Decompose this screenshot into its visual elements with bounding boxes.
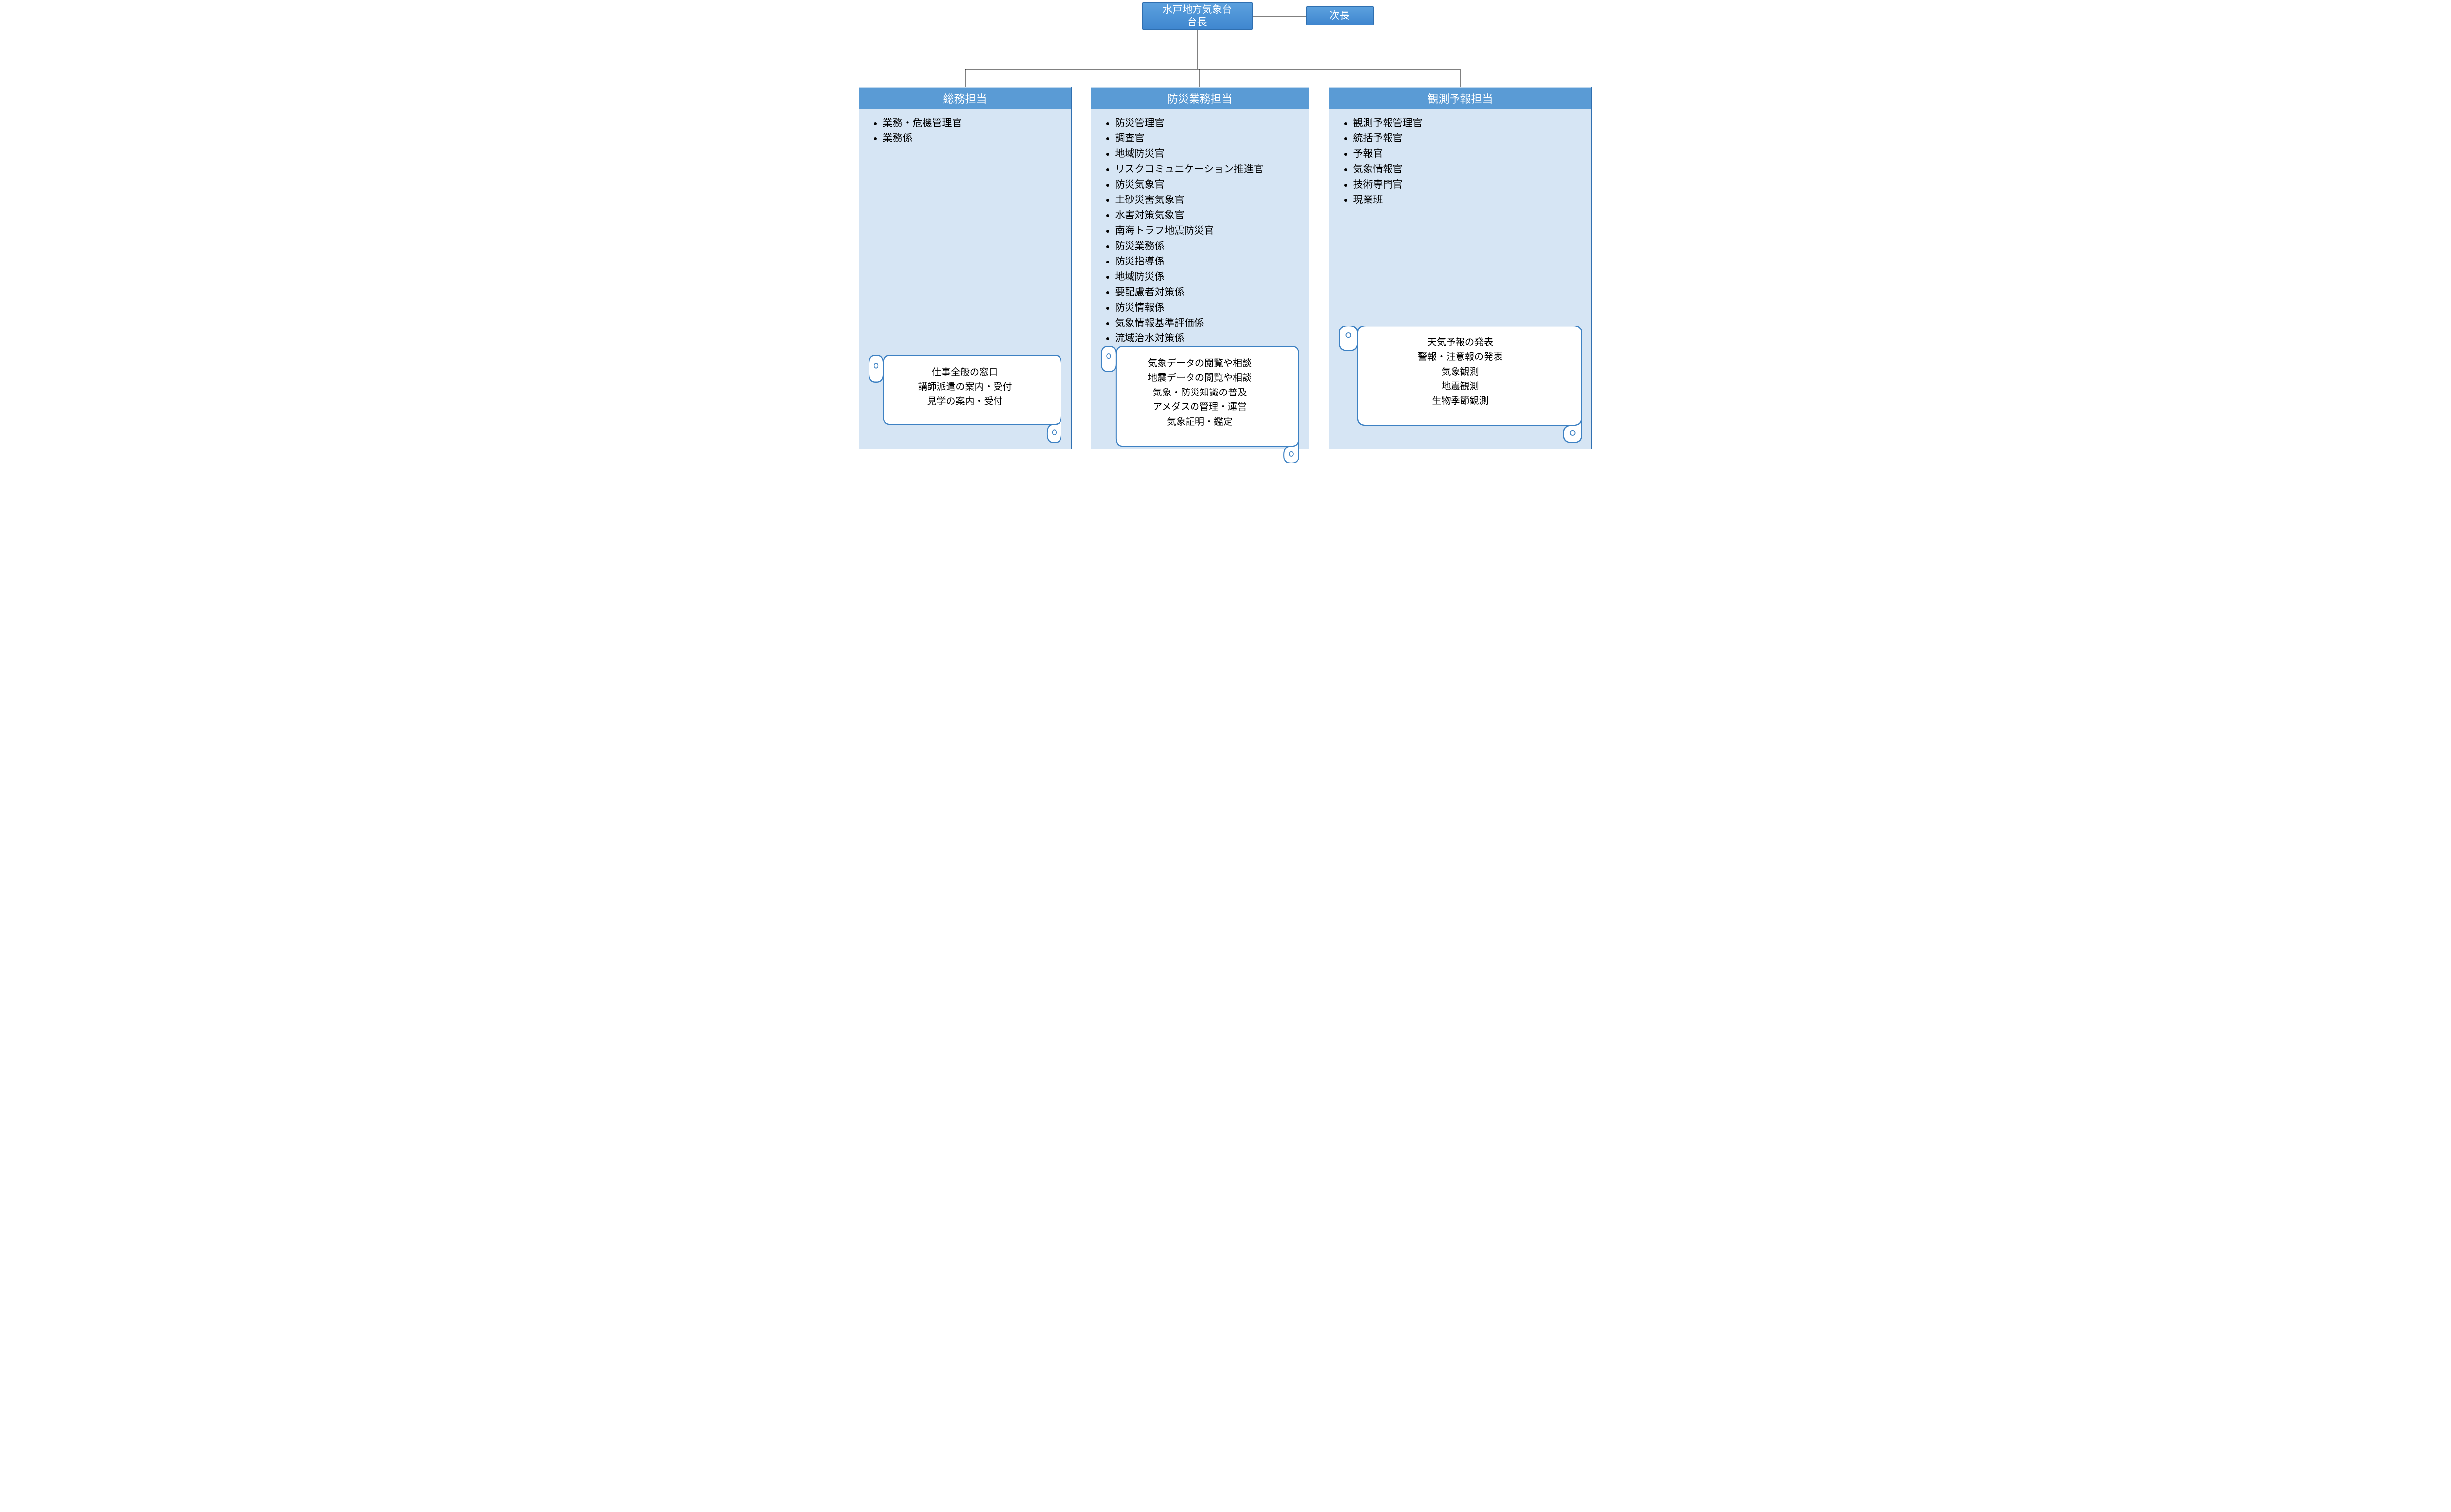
list-item: 気象情報官 [1353,162,1582,177]
panel-bousai-title: 防災業務担当 [1091,87,1309,109]
list-item: 南海トラフ地震防災官 [1115,223,1299,239]
list-item: 防災業務係 [1115,239,1299,254]
panel-general-title: 総務担当 [859,87,1071,109]
scroll-line: 生物季節観測 [1366,394,1555,408]
deputy-box: 次長 [1306,6,1374,25]
panel-bousai-items: 防災管理官調査官地域防災官リスクコミュニケーション推進官防災気象官土砂災害気象官… [1101,116,1299,346]
panel-general: 総務担当 業務・危機管理官業務係 仕事全般の窓口講師派遣の案内・受付見学の案内・… [859,87,1072,449]
list-item: 業務係 [883,131,1061,146]
list-item: 防災指導係 [1115,254,1299,269]
director-box: 水戸地方気象台 台長 [1142,2,1253,30]
list-item: 要配慮者対策係 [1115,285,1299,300]
panel-general-items: 業務・危機管理官業務係 [869,116,1061,146]
panel-kansoku: 観測予報担当 観測予報管理官統括予報官予報官気象情報官技術専門官現業班 天気予報… [1329,87,1592,449]
scroll-line: アメダスの管理・運営 [1128,400,1272,414]
deputy-label: 次長 [1330,10,1350,22]
list-item: 予報官 [1353,146,1582,162]
list-item: 水害対策気象官 [1115,208,1299,223]
director-line2: 台長 [1163,16,1232,29]
scroll-text: 仕事全般の窓口講師派遣の案内・受付見学の案内・受付 [878,362,1053,409]
panel-kansoku-items: 観測予報管理官統括予報官予報官気象情報官技術専門官現業班 [1339,116,1582,208]
list-item: 現業班 [1353,193,1582,208]
scroll-line: 講師派遣の案内・受付 [896,380,1035,394]
scroll-line: 気象データの閲覧や相談 [1128,356,1272,371]
list-item: 調査官 [1115,131,1299,146]
list-item: リスクコミュニケーション推進官 [1115,162,1299,177]
panel-bousai: 防災業務担当 防災管理官調査官地域防災官リスクコミュニケーション推進官防災気象官… [1091,87,1309,449]
list-item: 観測予報管理官 [1353,116,1582,131]
scroll-line: 地震データの閲覧や相談 [1128,371,1272,385]
list-item: 業務・危機管理官 [883,116,1061,131]
scroll-line: 見学の案内・受付 [896,394,1035,409]
panel-kansoku-scroll: 天気予報の発表警報・注意報の発表気象観測地震観測生物季節観測 [1339,326,1582,443]
org-chart-stage: 水戸地方気象台 台長 次長 総務担当 業務・危機管理官業務係 仕事全般の窓口講師… [854,0,1598,461]
scroll-line: 気象・防災知識の普及 [1128,386,1272,400]
panel-general-scroll: 仕事全般の窓口講師派遣の案内・受付見学の案内・受付 [869,355,1061,443]
list-item: 地域防災官 [1115,146,1299,162]
scroll-line: 地震観測 [1366,379,1555,394]
list-item: 技術専門官 [1353,177,1582,193]
list-item: 統括予報官 [1353,131,1582,146]
scroll-line: 仕事全般の窓口 [896,365,1035,380]
list-item: 防災気象官 [1115,177,1299,193]
scroll-line: 気象証明・鑑定 [1128,415,1272,429]
scroll-text: 天気予報の発表警報・注意報の発表気象観測地震観測生物季節観測 [1348,332,1573,408]
list-item: 防災情報係 [1115,300,1299,316]
scroll-text: 気象データの閲覧や相談地震データの閲覧や相談気象・防災知識の普及アメダスの管理・… [1110,353,1290,429]
list-item: 土砂災害気象官 [1115,193,1299,208]
panel-bousai-scroll: 気象データの閲覧や相談地震データの閲覧や相談気象・防災知識の普及アメダスの管理・… [1101,346,1299,463]
list-item: 地域防災係 [1115,269,1299,285]
scroll-line: 気象観測 [1366,365,1555,379]
list-item: 気象情報基準評価係 [1115,316,1299,331]
panel-kansoku-title: 観測予報担当 [1329,87,1591,109]
list-item: 防災管理官 [1115,116,1299,131]
scroll-line: 警報・注意報の発表 [1366,350,1555,364]
director-line1: 水戸地方気象台 [1163,4,1232,16]
list-item: 流域治水対策係 [1115,331,1299,346]
scroll-line: 天気予報の発表 [1366,335,1555,350]
